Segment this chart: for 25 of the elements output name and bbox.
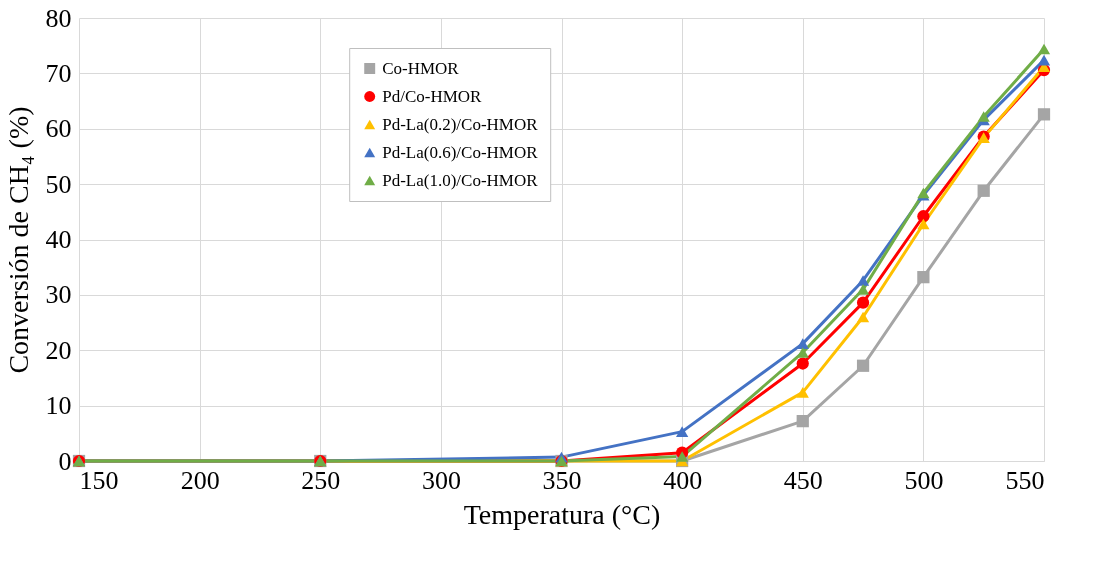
x-axis-title: Temperatura (°C) bbox=[463, 498, 661, 530]
x-tick-label: 250 bbox=[301, 465, 341, 495]
y-tick-label: 20 bbox=[45, 335, 72, 365]
legend-label: Pd-La(0.2)/Co-HMOR bbox=[382, 114, 539, 134]
y-tick-label: 30 bbox=[45, 280, 72, 310]
y-tick-label: 80 bbox=[45, 3, 72, 33]
x-tick-label: 300 bbox=[421, 465, 461, 495]
y-tick-label: 40 bbox=[45, 225, 72, 254]
y-tick-label: 50 bbox=[45, 169, 72, 199]
y-tick-label: 0 bbox=[58, 446, 72, 476]
legend-label: Pd/Co-HMOR bbox=[382, 86, 483, 106]
x-tick-label: 450 bbox=[783, 465, 823, 495]
x-tick-label: 350 bbox=[542, 465, 582, 495]
legend-label: Co-HMOR bbox=[382, 58, 460, 78]
y-tick-label: 60 bbox=[45, 114, 72, 144]
y-tick-label: 10 bbox=[45, 391, 72, 421]
legend-label: Pd-La(1.0)/Co-HMOR bbox=[382, 170, 539, 190]
x-tick-label: 400 bbox=[663, 465, 703, 495]
x-tick-label: 200 bbox=[180, 465, 220, 495]
x-tick-label: 550 bbox=[1005, 465, 1045, 495]
x-tick-label: 150 bbox=[79, 465, 119, 495]
x-tick-label: 500 bbox=[904, 465, 944, 495]
y-tick-label: 70 bbox=[45, 58, 72, 88]
y-axis-title: Conversión de CH₄ (%) bbox=[2, 106, 34, 374]
legend-label: Pd-La(0.6)/Co-HMOR bbox=[382, 142, 539, 162]
